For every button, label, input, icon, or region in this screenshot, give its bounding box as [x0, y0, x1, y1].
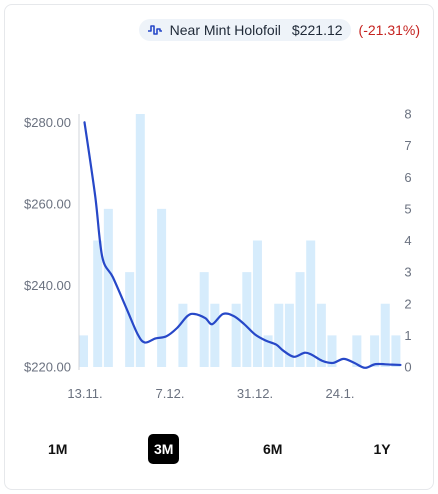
y-left-tick-label: $240.00: [24, 278, 71, 293]
range-1m-button[interactable]: 1M: [42, 434, 73, 464]
y-right-tick-label: 6: [404, 170, 411, 185]
legend-series-pill[interactable]: Near Mint Holofoil $221.12: [138, 19, 351, 41]
volume-bar: [199, 272, 209, 367]
volume-bar: [157, 208, 167, 367]
volume-bar: [93, 240, 103, 367]
volume-bar: [352, 335, 362, 367]
volume-bar: [306, 240, 316, 367]
price-line: [83, 121, 402, 369]
x-tick-label: 24.1.: [326, 386, 355, 401]
volume-bar: [231, 303, 241, 367]
y-left-tick-label: $280.00: [24, 115, 71, 130]
volume-bar: [284, 303, 294, 367]
volume-bar: [263, 335, 273, 367]
volume-bar: [316, 303, 326, 367]
price-history-chart: $220.00 $240.00 $260.00 $280.00 0 1 2 3 4 5 6 7 8 13.…: [24, 107, 412, 402]
x-tick-label: 7.12.: [156, 386, 185, 401]
legend-price: $221.12: [291, 22, 343, 38]
legend-series-name: Near Mint Holofoil: [169, 22, 281, 38]
range-1y-button[interactable]: 1Y: [367, 434, 397, 464]
volume-bar: [274, 303, 284, 367]
range-3m-button[interactable]: 3M: [148, 434, 180, 464]
volume-bar: [125, 272, 135, 367]
legend-price-change: (-21.31%): [358, 22, 420, 38]
y-right-tick-label: 2: [404, 296, 411, 311]
chart-legend: Near Mint Holofoil $221.12 (-21.31%): [138, 19, 420, 41]
volume-bar: [178, 303, 188, 367]
volume-bar: [252, 240, 262, 367]
range-6m-button[interactable]: 6M: [257, 434, 288, 464]
price-history-card: [4, 4, 434, 490]
volume-bar: [391, 335, 401, 367]
volume-bar: [79, 335, 88, 367]
volume-bar: [210, 303, 220, 367]
volume-bar: [370, 335, 380, 367]
volume-bar: [295, 272, 305, 367]
y-right-tick-label: 0: [404, 360, 411, 375]
y-right-tick-label: 4: [404, 233, 411, 248]
volume-bar: [380, 303, 390, 367]
y-right-tick-label: 3: [404, 265, 411, 280]
y-left-tick-label: $220.00: [24, 360, 71, 375]
volume-bar: [242, 272, 252, 367]
volume-bar: [135, 114, 145, 367]
y-left-tick-label: $260.00: [24, 196, 71, 211]
line-chart-icon: [147, 25, 162, 35]
volume-bar: [103, 208, 113, 367]
x-tick-label: 31.12.: [237, 386, 273, 401]
range-selector: 1M 3M 6M 1Y: [0, 434, 438, 466]
volume-bar: [327, 335, 337, 367]
x-tick-label: 13.11.: [67, 386, 102, 401]
y-right-tick-label: 7: [404, 138, 411, 153]
y-right-tick-label: 1: [404, 328, 411, 343]
y-right-tick-label: 8: [404, 107, 411, 122]
y-right-tick-label: 5: [404, 201, 411, 216]
